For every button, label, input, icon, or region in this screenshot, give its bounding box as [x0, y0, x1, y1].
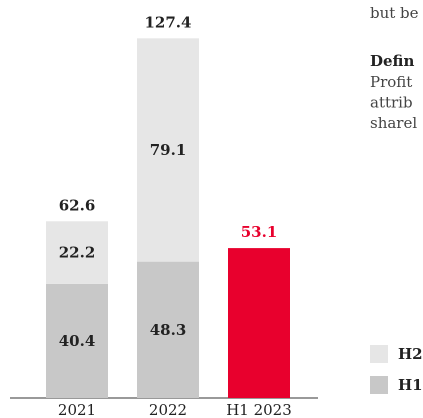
legend-swatch	[370, 376, 388, 394]
total-label: 62.6	[59, 196, 96, 214]
bar-segment	[137, 38, 199, 262]
x-tick-label: 2021	[58, 401, 96, 418]
segment-label: 79.1	[150, 141, 187, 159]
legend-label: H2	[398, 345, 423, 363]
total-label: 53.1	[241, 223, 278, 241]
side-text: but be	[370, 4, 419, 22]
side-text: Profit	[370, 73, 412, 91]
x-tick-label: H1 2023	[226, 401, 292, 418]
x-tick-label: 2022	[149, 401, 187, 418]
legend-swatch	[370, 345, 388, 363]
side-text: sharel	[370, 114, 417, 132]
segment-label: 48.3	[150, 321, 187, 339]
segment-label: 40.4	[59, 332, 96, 350]
bar-segment	[46, 283, 108, 398]
total-label: 127.4	[145, 13, 192, 31]
side-heading: Defin	[370, 52, 414, 70]
segment-label: 22.2	[59, 244, 96, 262]
bar-segment	[137, 261, 199, 398]
bar-segment	[228, 248, 290, 398]
bar-segment	[46, 221, 108, 284]
side-text: attrib	[370, 94, 413, 112]
legend-label: H1	[398, 376, 423, 394]
